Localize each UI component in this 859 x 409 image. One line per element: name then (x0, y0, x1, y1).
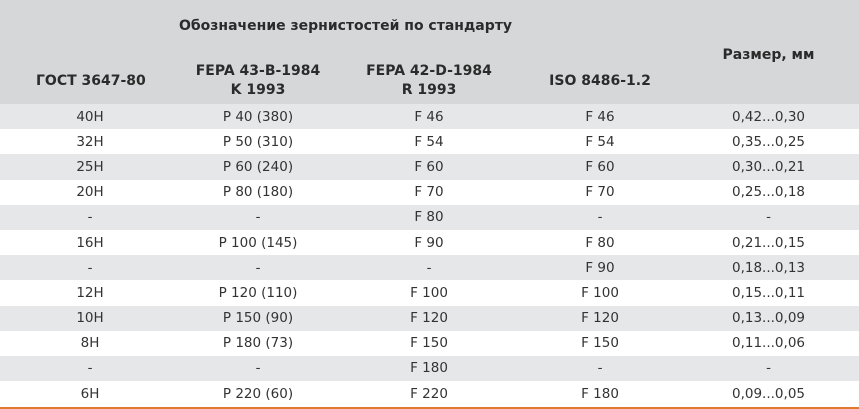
cell-gost: 6H (80, 385, 100, 402)
cell-iso: F 100 (581, 284, 619, 301)
cell-fepa43: P 220 (60) (222, 385, 294, 402)
cell-iso: F 54 (585, 133, 615, 150)
cell-fepa43: - (255, 259, 261, 276)
table-row: 40H P 40 (380) F 46 F 46 0,42...0,30 (0, 104, 859, 130)
cell-iso: F 60 (585, 158, 615, 175)
table-row: 32H P 50 (310) F 54 F 54 0,35...0,25 (0, 129, 859, 155)
header-fepa42: FEPA 42-D-1984 R 1993 (336, 62, 522, 100)
header-fepa43-line2: K 1993 (230, 82, 286, 98)
cell-iso: F 150 (581, 335, 619, 352)
table-header: Обозначение зернистостей по стандарту ГО… (0, 0, 859, 104)
cell-size: - (766, 209, 771, 226)
cell-fepa43: P 180 (73) (222, 335, 294, 352)
cell-gost: 25H (76, 158, 104, 175)
cell-fepa42: F 220 (410, 385, 448, 402)
group-title: Обозначение зернистостей по стандарту (179, 18, 512, 34)
cell-fepa43: - (255, 209, 261, 226)
table-row: - - F 80 - - (0, 204, 859, 230)
header-fepa43: FEPA 43-B-1984 K 1993 (180, 62, 336, 100)
table-row: 6H P 220 (60) F 220 F 180 0,09...0,05 (0, 381, 859, 407)
cell-iso: - (597, 209, 603, 226)
cell-fepa43: P 80 (180) (222, 184, 294, 201)
cell-size: 0,13...0,09 (732, 310, 805, 327)
cell-fepa42: F 70 (414, 184, 444, 201)
table-row: 12H P 120 (110) F 100 F 100 0,15...0,11 (0, 280, 859, 306)
cell-fepa42: F 90 (414, 234, 444, 251)
table-row: 8H P 180 (73) F 150 F 150 0,11...0,06 (0, 330, 859, 356)
cell-iso: - (597, 360, 603, 377)
cell-gost: 12H (76, 284, 104, 301)
cell-fepa42: F 180 (410, 360, 448, 377)
cell-fepa43: P 120 (110) (218, 284, 298, 301)
header-iso: ISO 8486-1.2 (549, 73, 651, 89)
cell-iso: F 180 (581, 385, 619, 402)
cell-size: 0,11...0,06 (732, 335, 805, 352)
table-row: - - - F 90 0,18...0,13 (0, 255, 859, 281)
header-fepa43-line1: FEPA 43-B-1984 (195, 63, 321, 79)
cell-fepa43: P 50 (310) (222, 133, 294, 150)
cell-fepa42: F 120 (410, 310, 448, 327)
cell-iso: F 90 (585, 259, 615, 276)
cell-iso: F 120 (581, 310, 619, 327)
cell-fepa43: P 100 (145) (218, 234, 298, 251)
cell-fepa42: F 60 (414, 158, 444, 175)
cell-gost: 8H (80, 335, 100, 352)
cell-gost: 16H (76, 234, 104, 251)
cell-size: 0,18...0,13 (732, 259, 805, 276)
cell-gost: 20H (76, 184, 104, 201)
cell-fepa42: F 100 (410, 284, 448, 301)
cell-fepa42: F 54 (414, 133, 444, 150)
cell-size: - (766, 360, 771, 377)
header-fepa42-line2: R 1993 (401, 82, 457, 98)
cell-size: 0,30...0,21 (732, 158, 805, 175)
cell-gost: - (87, 259, 93, 276)
table-body: 40H P 40 (380) F 46 F 46 0,42...0,30 32H P 50 … (0, 104, 859, 407)
cell-size: 0,15...0,11 (732, 284, 805, 301)
cell-iso: F 80 (585, 234, 615, 251)
cell-iso: F 70 (585, 184, 615, 201)
cell-size: 0,21...0,15 (732, 234, 805, 251)
table-row: - - F 180 - - (0, 355, 859, 382)
cell-size: 0,35...0,25 (732, 133, 805, 150)
table-row: 25H P 60 (240) F 60 F 60 0,30...0,21 (0, 154, 859, 180)
cell-iso: F 46 (585, 108, 615, 125)
header-gost: ГОСТ 3647-80 (36, 73, 146, 89)
cell-size: 0,42...0,30 (732, 108, 805, 125)
cell-fepa42: F 80 (414, 209, 444, 226)
cell-fepa42: F 150 (410, 335, 448, 352)
header-fepa42-line1: FEPA 42-D-1984 (366, 63, 492, 79)
cell-gost: - (87, 209, 93, 226)
cell-size: 0,25...0,18 (732, 184, 805, 201)
cell-size: 0,09...0,05 (732, 385, 805, 402)
cell-gost: - (87, 360, 93, 377)
cell-fepa43: P 150 (90) (222, 310, 294, 327)
cell-fepa42: - (426, 259, 432, 276)
cell-gost: 40H (76, 108, 104, 125)
table-row: 20H P 80 (180) F 70 F 70 0,25...0,18 (0, 179, 859, 205)
header-size: Размер, мм (722, 47, 815, 63)
cell-fepa43: P 40 (380) (222, 108, 294, 125)
cell-gost: 10H (76, 310, 104, 327)
cell-fepa42: F 46 (414, 108, 444, 125)
table-row: 10H P 150 (90) F 120 F 120 0,13...0,09 (0, 305, 859, 331)
cell-gost: 32H (76, 133, 104, 150)
cell-fepa43: P 60 (240) (222, 158, 294, 175)
cell-fepa43: - (255, 360, 261, 377)
bottom-accent-line (0, 407, 859, 409)
table-row: 16H P 100 (145) F 90 F 80 0,21...0,15 (0, 229, 859, 256)
